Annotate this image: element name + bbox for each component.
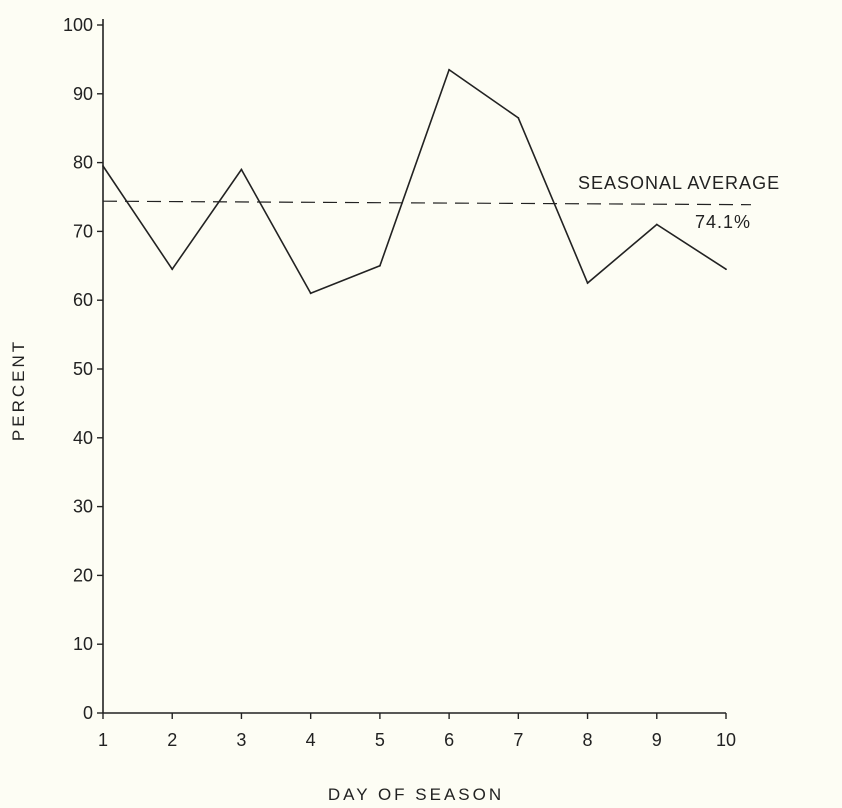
seasonal-average-line [102, 200, 752, 206]
x-tick-label: 5 [375, 730, 385, 750]
y-tick-label: 30 [73, 497, 93, 517]
data-point [378, 264, 381, 267]
x-tick-label: 8 [583, 730, 593, 750]
data-point [309, 292, 312, 295]
seasonal-average-label: SEASONAL AVERAGE [578, 173, 780, 193]
series-line [102, 68, 727, 295]
x-tick-label: 10 [716, 730, 736, 750]
data-point [517, 116, 520, 119]
x-tick-label: 1 [98, 730, 108, 750]
y-tick-label: 0 [83, 703, 93, 723]
data-point [725, 268, 727, 271]
x-tick-label: 4 [306, 730, 316, 750]
data-point [586, 282, 589, 284]
y-axis-title: PERCENT [9, 339, 28, 441]
x-tick-label: 3 [236, 730, 246, 750]
data-point [240, 168, 243, 171]
tick-labels: 0 10 20 30 40 50 60 70 80 90 100 1 2 3 4 5 6 7 8 9 10 [63, 15, 736, 750]
y-tick-label: 80 [73, 153, 93, 173]
y-tick-label: 40 [73, 428, 93, 448]
seasonal-average: SEASONAL AVERAGE 74.1% [102, 173, 780, 232]
data-point [102, 165, 104, 167]
y-tick-label: 50 [73, 359, 93, 379]
y-tick-label: 70 [73, 221, 93, 241]
x-axis-title: DAY OF SEASON [328, 785, 504, 804]
x-tick-label: 7 [513, 730, 523, 750]
data-point [448, 68, 451, 71]
series-group [102, 68, 727, 295]
data-point [171, 268, 174, 271]
seasonal-average-value: 74.1% [695, 212, 751, 232]
data-point [655, 223, 658, 226]
x-tick-label: 2 [167, 730, 177, 750]
y-tick-label: 100 [63, 15, 93, 35]
y-tick-label: 90 [73, 84, 93, 104]
x-tick-label: 9 [652, 730, 662, 750]
axes [97, 19, 727, 719]
y-tick-label: 10 [73, 634, 93, 654]
x-tick-label: 6 [444, 730, 454, 750]
y-tick-label: 60 [73, 290, 93, 310]
y-tick-label: 20 [73, 565, 93, 585]
